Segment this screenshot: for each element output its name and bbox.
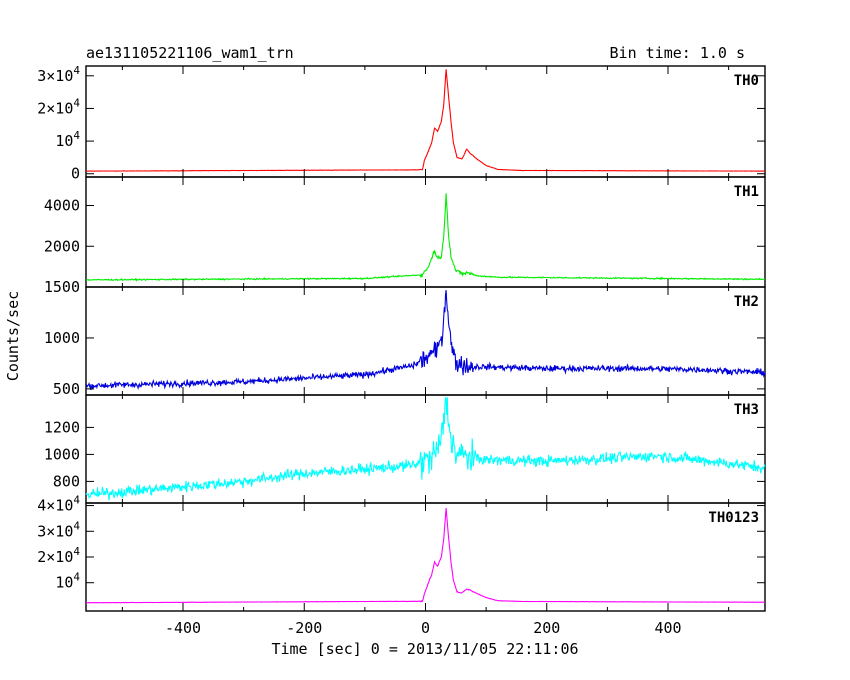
x-tick-label: 200 [533,619,560,637]
y-tick-label: 104 [55,129,80,150]
series-line-th0123 [86,508,766,604]
series-line-th1 [85,193,766,282]
y-tick-label: 4000 [44,197,80,215]
y-tick-label: 1500 [44,278,80,296]
series-line-th3 [85,397,766,501]
x-axis-label: Time [sec] 0 = 2013/11/05 22:11:06 [271,640,578,658]
panel-label-th0123: TH0123 [708,510,759,526]
y-tick-label: 2×104 [37,545,80,566]
y-tick-label: 3×104 [37,64,80,85]
x-tick-label: 400 [654,619,681,637]
y-tick-label: 800 [53,472,80,490]
y-axis-label: Counts/sec [4,291,22,381]
series-line-th2 [85,290,766,391]
y-tick-label: 500 [53,380,80,398]
panel-label-th1: TH1 [734,184,759,200]
y-tick-label: 2×104 [37,96,80,117]
x-tick-label: 0 [421,619,430,637]
panel-frame-th0123 [85,502,766,612]
x-tick-label: -200 [286,619,322,637]
panel-frame-th0 [85,65,766,178]
y-tick-label: 1000 [44,445,80,463]
series-line-th0 [85,69,766,172]
y-tick-label: 2000 [44,237,80,255]
panel-frame-th3 [85,394,766,504]
panel-label-th3: TH3 [734,402,759,418]
y-tick-label: 0 [71,165,80,183]
panel-label-th2: TH2 [734,294,759,310]
y-tick-label: 104 [55,571,80,592]
y-tick-label: 1200 [44,418,80,436]
bin-time-label: Bin time: 1.0 s [610,44,745,62]
chart-title: ae131105221106_wam1_trn [86,44,294,62]
x-tick-label: -400 [165,619,201,637]
y-tick-label: 4×104 [37,494,80,515]
panels-group: TH001042×1043×104TH120004000TH2500100015… [37,64,766,637]
panel-label-th0: TH0 [734,73,759,89]
y-tick-label: 3×104 [37,519,80,540]
panel-frame-th2 [85,286,766,396]
y-tick-label: 1000 [44,329,80,347]
